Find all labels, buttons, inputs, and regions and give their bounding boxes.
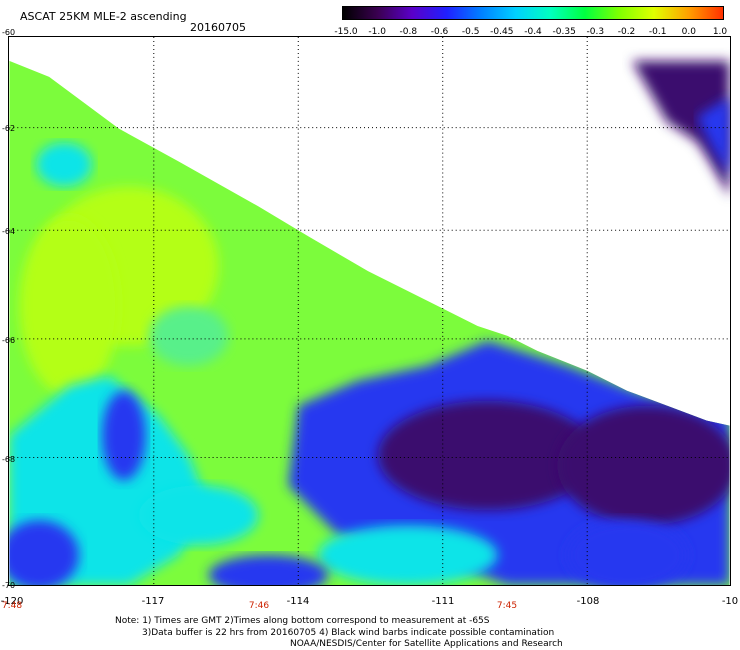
- graticule: [9, 37, 730, 585]
- map-date: 20160705: [190, 21, 246, 34]
- latitude-label: -68: [2, 455, 16, 464]
- longitude-label: -108: [576, 596, 600, 607]
- northeast-swath-blue: [696, 96, 730, 177]
- colorbar-tick-label: -0.45: [490, 27, 514, 37]
- colorbar-tick-label: -0.6: [430, 27, 449, 37]
- purple-core: [377, 400, 598, 511]
- colorbar-tick-label: -0.8: [399, 27, 418, 37]
- mle-data-layer: [9, 60, 730, 585]
- blue-patch-southeast: [567, 520, 687, 585]
- time-label: 7:45: [496, 601, 518, 611]
- cyan-patch-north: [36, 142, 93, 187]
- colorbar-tick-label: -0.2: [617, 27, 636, 37]
- colorbar-tick-label: -15.0: [334, 27, 358, 37]
- colorbar-tick-label: -0.35: [552, 27, 576, 37]
- note-line-1: Note: 1) Times are GMT 2)Times along bot…: [115, 616, 490, 626]
- colorbar-tick-label: -0.1: [648, 27, 667, 37]
- longitude-label: -111: [431, 596, 455, 607]
- latitude-label: -64: [2, 227, 16, 236]
- time-label: 7:46: [248, 601, 270, 611]
- blue-patch-southwest: [9, 520, 80, 585]
- map-plot: [8, 36, 731, 586]
- longitude-label: -120: [0, 596, 24, 607]
- longitude-label: -114: [286, 596, 310, 607]
- longitude-label: -117: [141, 596, 165, 607]
- time-label: 7:48: [1, 601, 23, 611]
- colorbar-tick-label: 1.0: [712, 27, 728, 37]
- cyan-ribbon: [138, 485, 259, 546]
- colorbar-tick-label: -0.4: [524, 27, 542, 37]
- cyan-ribbon-south: [318, 525, 498, 585]
- latitude-label: -70: [2, 581, 16, 590]
- colorbar-tick-label: 0.0: [681, 27, 696, 37]
- lime-patch-west: [19, 216, 119, 396]
- latitude-label: -60: [2, 28, 16, 37]
- note-line-2: 3)Data buffer is 22 hrs from 20160705 4)…: [142, 628, 555, 638]
- latitude-label: -62: [2, 124, 16, 133]
- colorbar: [342, 6, 724, 20]
- longitude-label: -10: [721, 596, 739, 607]
- northeast-swath: [632, 60, 730, 197]
- colorbar-tick-label: -0.3: [586, 27, 605, 37]
- colorbar-tick-label: -1.0: [368, 27, 386, 37]
- note-line-3: NOAA/NESDIS/Center for Satellite Applica…: [290, 639, 563, 649]
- mint-patch: [148, 306, 229, 366]
- colorbar-tick-label: -0.5: [461, 27, 480, 37]
- main-swath: [9, 60, 730, 585]
- map-title: ASCAT 25KM MLE-2 ascending: [20, 10, 187, 23]
- latitude-label: -66: [2, 336, 16, 345]
- purple-core-east: [557, 405, 730, 526]
- blue-eddy: [101, 390, 146, 481]
- blue-edge-south: [208, 555, 329, 585]
